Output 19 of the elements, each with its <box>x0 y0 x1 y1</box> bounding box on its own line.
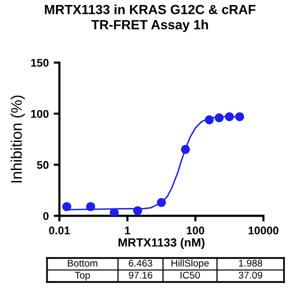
x-axis-title: MRTX1133 (nM) <box>118 238 204 249</box>
x-tick-label: 1 <box>125 226 130 234</box>
text: Top <box>74 272 90 281</box>
x-tick-label: 10000 <box>248 226 278 234</box>
text: IC50 <box>180 272 200 279</box>
y-axis-title: Inhibition (%) <box>10 96 25 182</box>
y-tick-label: 50 <box>36 161 49 169</box>
text: 97.16 <box>128 272 152 279</box>
x-tick-label: 0.01 <box>49 226 70 234</box>
y-tick-label: 0 <box>43 212 49 220</box>
text: 1.988 <box>239 260 262 267</box>
x-tick-label: 100 <box>186 226 204 234</box>
chart-title: MRTX1133 in KRAS G12C & cRAF TR-FRET Assay 1h <box>44 4 256 32</box>
text: 6.463 <box>128 260 152 267</box>
text: Bottom <box>68 260 98 267</box>
text: HillSlope <box>172 259 209 269</box>
text: 37.09 <box>238 272 262 279</box>
y-tick-label: 150 <box>31 58 49 67</box>
y-tick-label: 100 <box>31 110 49 118</box>
